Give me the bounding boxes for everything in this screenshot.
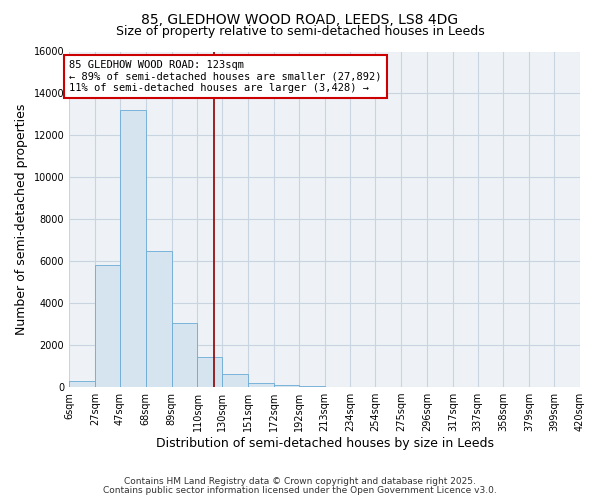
Bar [197,356,222,387]
Bar [274,385,299,387]
Text: Contains HM Land Registry data © Crown copyright and database right 2025.: Contains HM Land Registry data © Crown c… [124,477,476,486]
Bar [248,383,274,387]
Text: 85 GLEDHOW WOOD ROAD: 123sqm
← 89% of semi-detached houses are smaller (27,892)
: 85 GLEDHOW WOOD ROAD: 123sqm ← 89% of se… [69,60,382,93]
Bar [222,374,248,387]
Bar [69,381,95,387]
Text: 85, GLEDHOW WOOD ROAD, LEEDS, LS8 4DG: 85, GLEDHOW WOOD ROAD, LEEDS, LS8 4DG [142,12,458,26]
Bar [172,323,197,387]
Text: Contains public sector information licensed under the Open Government Licence v3: Contains public sector information licen… [103,486,497,495]
Bar [95,266,120,387]
Bar [146,251,172,387]
Bar [299,386,325,387]
Bar [120,110,146,387]
Text: Size of property relative to semi-detached houses in Leeds: Size of property relative to semi-detach… [116,25,484,38]
X-axis label: Distribution of semi-detached houses by size in Leeds: Distribution of semi-detached houses by … [155,437,494,450]
Y-axis label: Number of semi-detached properties: Number of semi-detached properties [15,104,28,335]
